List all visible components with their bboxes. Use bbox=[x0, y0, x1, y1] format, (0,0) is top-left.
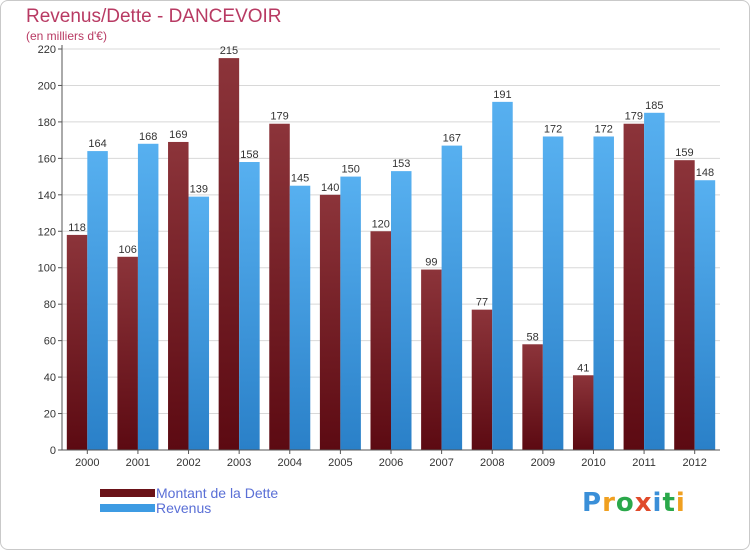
revenus-bar bbox=[644, 112, 665, 450]
x-tick-label: 2002 bbox=[176, 457, 200, 469]
dette-bar bbox=[674, 160, 695, 450]
dette-bar bbox=[522, 344, 543, 450]
data-label: 172 bbox=[595, 123, 613, 135]
revenus-bar bbox=[239, 162, 260, 450]
y-tick-label: 120 bbox=[38, 226, 56, 238]
data-label: 215 bbox=[220, 45, 238, 57]
logo-letter: r bbox=[602, 488, 616, 518]
data-label: 153 bbox=[392, 158, 410, 170]
revenus-bar bbox=[391, 171, 412, 450]
legend-label-revenus: Revenus bbox=[156, 500, 212, 516]
data-label: 145 bbox=[291, 173, 309, 185]
dette-bar bbox=[471, 309, 493, 450]
data-label: 164 bbox=[88, 138, 106, 150]
logo-letter: o bbox=[615, 488, 635, 518]
logo-letter: P bbox=[582, 488, 603, 518]
y-tick-label: 0 bbox=[50, 445, 56, 457]
y-tick-label: 180 bbox=[38, 117, 56, 129]
data-label: 77 bbox=[476, 297, 488, 309]
data-label: 185 bbox=[645, 100, 663, 112]
data-label: 191 bbox=[493, 89, 511, 101]
revenus-bar bbox=[694, 180, 716, 450]
data-label: 168 bbox=[139, 131, 157, 143]
chart-title: Revenus/Dette - DANCEVOIR bbox=[26, 6, 282, 27]
data-label: 99 bbox=[425, 257, 437, 269]
x-tick-label: 2010 bbox=[581, 457, 605, 469]
data-label: 159 bbox=[675, 147, 693, 159]
dette-bar bbox=[421, 269, 442, 450]
revenus-bar bbox=[87, 151, 108, 450]
y-tick-label: 160 bbox=[38, 153, 56, 165]
revenus-bar bbox=[441, 145, 463, 450]
dette-bar bbox=[572, 375, 594, 450]
x-tick-label: 2007 bbox=[429, 457, 453, 469]
dette-bar bbox=[269, 123, 290, 451]
data-label: 140 bbox=[321, 182, 339, 194]
x-tick-label: 2012 bbox=[682, 457, 706, 469]
x-tick-label: 2006 bbox=[379, 457, 403, 469]
logo-letter: x bbox=[634, 488, 653, 518]
dette-bar bbox=[168, 141, 189, 450]
x-tick-label: 2001 bbox=[126, 457, 150, 469]
data-label: 158 bbox=[240, 149, 258, 161]
dette-bar bbox=[66, 234, 88, 450]
data-label: 179 bbox=[270, 111, 288, 123]
y-tick-label: 80 bbox=[44, 299, 56, 311]
data-label: 179 bbox=[625, 111, 643, 123]
revenus-bar bbox=[137, 143, 159, 451]
y-tick-label: 200 bbox=[38, 80, 56, 92]
y-tick-label: 220 bbox=[38, 44, 56, 56]
data-label: 169 bbox=[169, 129, 187, 141]
x-tick-label: 2003 bbox=[227, 457, 251, 469]
logo-letter: i bbox=[652, 488, 663, 518]
data-label: 106 bbox=[118, 244, 136, 256]
data-label: 150 bbox=[341, 164, 359, 176]
revenus-bar bbox=[188, 196, 210, 450]
data-label: 167 bbox=[443, 133, 461, 145]
dette-bar bbox=[623, 123, 645, 451]
x-tick-label: 2004 bbox=[278, 457, 302, 469]
revenus-bar bbox=[542, 136, 564, 450]
logo-letter: i bbox=[675, 488, 686, 518]
y-tick-label: 100 bbox=[38, 263, 56, 275]
y-tick-label: 140 bbox=[38, 190, 56, 202]
data-label: 120 bbox=[372, 218, 390, 230]
revenus-bar bbox=[289, 185, 311, 451]
dette-bar bbox=[319, 194, 341, 450]
legend-label-dette: Montant de la Dette bbox=[156, 485, 279, 501]
legend-swatch-dette bbox=[100, 489, 155, 497]
x-tick-label: 2005 bbox=[328, 457, 352, 469]
data-label: 139 bbox=[190, 184, 208, 196]
data-label: 41 bbox=[577, 362, 589, 374]
x-tick-label: 2008 bbox=[480, 457, 504, 469]
chart-subtitle: (en milliers d'€) bbox=[26, 29, 107, 43]
y-tick-label: 20 bbox=[44, 409, 56, 421]
data-label: 172 bbox=[544, 123, 562, 135]
x-tick-label: 2011 bbox=[632, 457, 656, 469]
data-label: 58 bbox=[526, 331, 538, 343]
y-tick-label: 60 bbox=[44, 336, 56, 348]
x-tick-label: 2009 bbox=[531, 457, 555, 469]
y-tick-label: 40 bbox=[44, 372, 56, 384]
revenus-bar bbox=[593, 136, 614, 450]
data-label: 148 bbox=[696, 167, 714, 179]
dette-bar bbox=[117, 256, 138, 450]
revenus-bar bbox=[492, 101, 513, 450]
data-label: 118 bbox=[68, 222, 86, 234]
proxiti-logo: Proxiti bbox=[582, 488, 686, 518]
dette-bar bbox=[370, 231, 391, 450]
logo-letter: t bbox=[662, 488, 676, 518]
revenus-bar bbox=[340, 176, 361, 450]
dette-bar bbox=[218, 58, 240, 450]
x-tick-label: 2000 bbox=[75, 457, 99, 469]
legend-swatch-revenus bbox=[100, 504, 155, 512]
